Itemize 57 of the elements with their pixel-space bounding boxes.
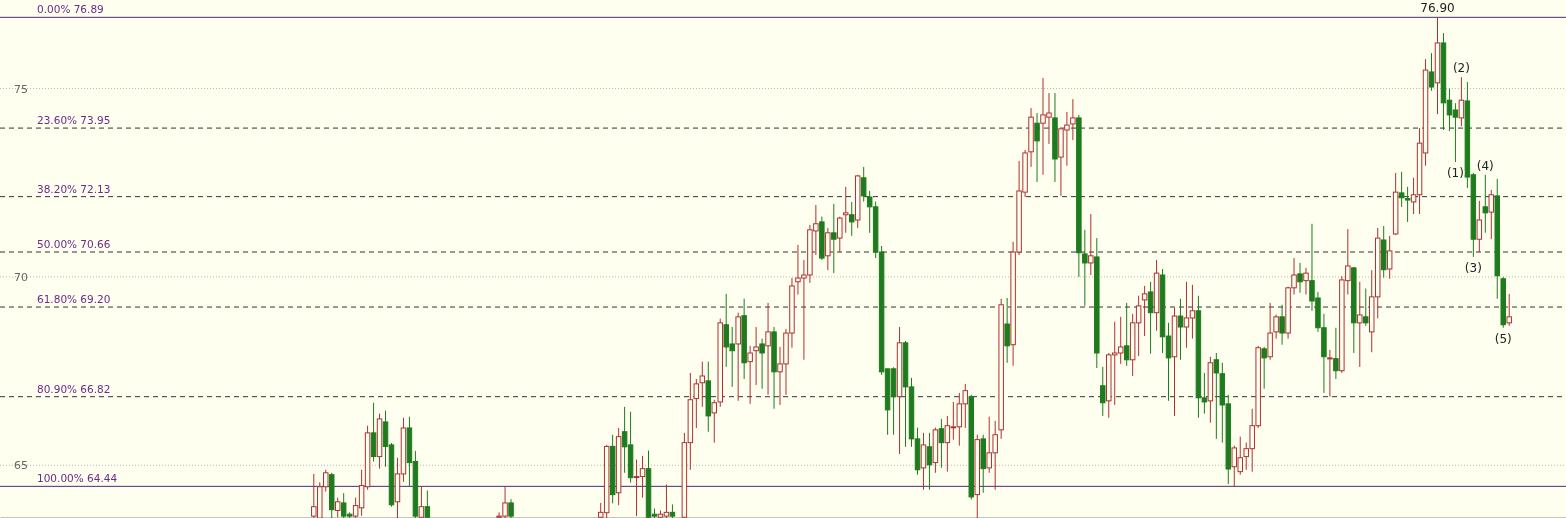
candlestick — [849, 201, 855, 237]
candlestick — [1482, 174, 1489, 234]
annotation: (2) — [1452, 61, 1470, 76]
candlestick — [1303, 267, 1309, 296]
candlestick — [370, 402, 377, 462]
ref-line-label: 80.90% 66.82 — [37, 382, 111, 395]
candlestick — [1428, 52, 1435, 92]
y-tick-label: 70 — [14, 270, 28, 284]
ref-line-label: 38.20% 72.13 — [37, 182, 111, 195]
y-tick-label: 65 — [14, 459, 28, 473]
candlestick — [747, 345, 753, 405]
candlestick — [693, 378, 700, 429]
candlestick — [938, 418, 945, 469]
candlestick — [1004, 297, 1010, 364]
annotation: (3) — [1464, 261, 1482, 276]
candlestick — [1147, 281, 1154, 355]
candlestick — [1261, 346, 1267, 390]
candlestick — [831, 203, 837, 274]
ref-line-label: 61.80% 69.20 — [37, 293, 111, 306]
candlestick — [837, 216, 843, 253]
candlestick — [1082, 229, 1088, 307]
ref-line-label: 100.00% 64.44 — [37, 472, 118, 485]
candlestick — [1279, 304, 1285, 346]
candlestick — [1506, 293, 1512, 327]
candlestick — [1177, 298, 1184, 361]
candlestick — [1386, 235, 1393, 280]
candlestick — [1327, 349, 1333, 398]
candlestick — [1476, 200, 1483, 253]
annotation: 76.90 — [1420, 1, 1455, 16]
candlestick — [1398, 171, 1405, 208]
candlestick — [1100, 366, 1106, 417]
candlestick — [699, 361, 706, 408]
candlestick — [1034, 112, 1040, 183]
candlestick — [920, 432, 927, 491]
candlestick — [1404, 186, 1411, 223]
y-tick-label: 75 — [14, 82, 28, 96]
candlestick — [926, 432, 933, 491]
ref-line-label: 50.00% 70.66 — [37, 238, 111, 251]
annotation: (1) — [1446, 166, 1464, 181]
candlestick — [825, 227, 831, 271]
ref-line-label: 0.00% 76.89 — [37, 3, 104, 16]
candlestick — [1333, 327, 1339, 380]
annotation: (4) — [1476, 159, 1494, 173]
candlestick — [759, 338, 765, 390]
candlestick — [1297, 262, 1303, 294]
candlestick — [765, 302, 771, 396]
annotation: (5) — [1494, 331, 1512, 346]
candlestick — [1357, 281, 1363, 368]
candlestick — [1123, 302, 1130, 367]
candlestick — [1088, 213, 1094, 276]
candlestick — [1488, 189, 1495, 240]
candlestick — [1458, 76, 1465, 127]
candlestick — [843, 186, 849, 234]
candlestick — [1141, 285, 1148, 337]
candlestick — [1363, 288, 1369, 327]
candlestick — [753, 326, 759, 386]
ref-line-label: 23.60% 73.95 — [37, 114, 111, 127]
